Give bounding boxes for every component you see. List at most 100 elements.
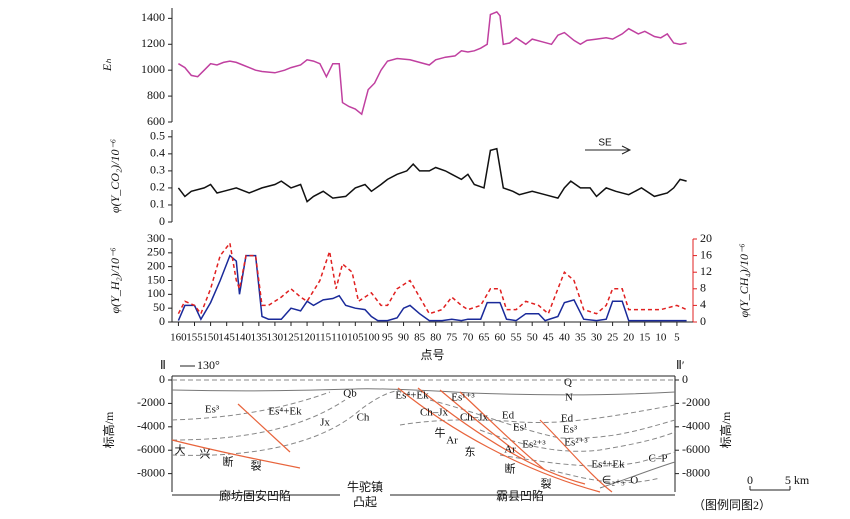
y-tick-label: 100 (147, 286, 165, 300)
unit-label: Ed (502, 410, 515, 422)
y-tick-label: 1000 (141, 62, 165, 76)
unit-label: Qb (343, 388, 357, 400)
y2-tick-label: 12 (700, 264, 712, 278)
unit-label: 牛 (435, 426, 446, 440)
section-y-label: 标高/m (101, 411, 116, 448)
unit-label: 裂 (251, 460, 262, 473)
scale-label: 5 km (785, 473, 810, 487)
x-tick-label: 130 (267, 332, 284, 344)
arrow-head (621, 145, 632, 155)
unit-label: Es²⁺³ (522, 439, 546, 451)
x-tick-label: 85 (414, 332, 426, 344)
y-tick-label: 0.4 (150, 146, 165, 160)
data-line (177, 147, 687, 203)
x-tick-label: 125 (283, 332, 300, 344)
x-tick-label: 105 (347, 332, 364, 344)
x-tick-label: 70 (462, 332, 474, 344)
y2-tick-label: 20 (700, 231, 712, 245)
x-tick-label: 65 (478, 332, 490, 344)
x-tick-label: 100 (363, 332, 380, 344)
y-tick-label: 0.3 (150, 163, 165, 177)
y-tick-label: 0 (159, 314, 165, 328)
unit-label: Ar (446, 435, 458, 447)
unit-label: Ch (357, 412, 370, 424)
unit-label: 断 (223, 455, 234, 469)
unit-label: Es¹ (513, 422, 527, 434)
x-tick-label: 50 (527, 332, 539, 344)
x-tick-label: 60 (495, 332, 507, 344)
unit-label: 东 (465, 446, 476, 459)
section-end: Ⅱ′ (676, 358, 685, 372)
depth-label: -2000 (137, 395, 165, 409)
depth-label: 0 (159, 372, 165, 386)
unit-label: Jx (320, 417, 330, 429)
unit-label: Ed (561, 413, 574, 425)
depth-label: -8000 (137, 465, 165, 479)
x-tick-label: 55 (511, 332, 523, 344)
depth-label: -6000 (682, 442, 710, 456)
scale-label: 0 (747, 473, 753, 487)
region-label: 牛驼镇 (347, 479, 383, 494)
unit-label: Es¹⁺³ (451, 392, 475, 404)
data-line (177, 254, 687, 322)
y-tick-label: 0.2 (150, 180, 165, 194)
x-tick-label: 155 (186, 332, 203, 344)
unit-label: Es⁴+Ek (268, 406, 302, 418)
y-tick-label: 50 (153, 300, 165, 314)
x-tick-label: 95 (382, 332, 394, 344)
y-tick-label: 250 (147, 245, 165, 259)
x-tick-label: 15 (639, 332, 651, 344)
x-tick-label: 35 (575, 332, 587, 344)
section-start: Ⅱ (160, 358, 166, 372)
y2-tick-label: 0 (700, 314, 706, 328)
unit-label: Es³ (563, 424, 578, 436)
section-y-label: 标高/m (718, 411, 733, 448)
data-line (178, 10, 687, 116)
unit-label: Es⁴+Ek (395, 390, 429, 402)
x-tick-label: 120 (299, 332, 316, 344)
y-tick-label: 0 (159, 214, 165, 228)
unit-label: Es²⁺³ (564, 437, 588, 449)
x-tick-label: 20 (623, 332, 635, 344)
y-tick-label: 0.5 (150, 129, 165, 143)
y2-axis-label: φ(Y_CH₄)/10⁻⁶ (737, 244, 751, 318)
y-tick-label: 1200 (141, 36, 165, 50)
y2-tick-label: 4 (700, 297, 706, 311)
x-tick-label: 80 (430, 332, 442, 344)
depth-label: -2000 (682, 395, 710, 409)
region-label: 凸起 (353, 495, 377, 509)
y-tick-label: 150 (147, 272, 165, 286)
x-tick-label: 115 (315, 332, 332, 344)
unit-label: Es⁴+Ek (591, 459, 625, 471)
x-tick-label: 135 (251, 332, 268, 344)
y2-tick-label: 8 (700, 281, 706, 295)
annotation: SE (598, 138, 612, 149)
x-tick-label: 45 (543, 332, 555, 344)
depth-label: -6000 (137, 442, 165, 456)
note: （图例同图2） (693, 498, 771, 512)
y-axis-label: φ(Y_CO₂)/10⁻⁶ (108, 139, 122, 213)
x-axis-label: 点号 (420, 348, 444, 362)
x-tick-label: 145 (218, 332, 235, 344)
region-label: 霸县凹陷 (496, 488, 544, 503)
data-line (177, 241, 687, 316)
y-tick-label: 1400 (141, 10, 165, 24)
section-azimuth: 130° (197, 358, 220, 372)
x-tick-label: 90 (398, 332, 410, 344)
unit-label: Es³ (205, 404, 220, 416)
y-tick-label: 200 (147, 258, 165, 272)
x-tick-label: 150 (202, 332, 219, 344)
x-tick-label: 10 (655, 332, 667, 344)
x-tick-label: 140 (235, 332, 252, 344)
depth-label: 0 (682, 372, 688, 386)
y-tick-label: 600 (147, 114, 165, 128)
region-label: 廊坊固安凹陷 (219, 488, 291, 503)
unit-label: 兴 (200, 448, 211, 461)
unit-label: Q (564, 377, 572, 389)
y-axis-label: φ(Y_H₂)/10⁻⁶ (108, 248, 122, 314)
unit-label: 断 (505, 462, 516, 476)
x-tick-label: 30 (591, 332, 603, 344)
unit-label: N (565, 392, 573, 404)
y-tick-label: 800 (147, 88, 165, 102)
y-tick-label: 300 (147, 231, 165, 245)
